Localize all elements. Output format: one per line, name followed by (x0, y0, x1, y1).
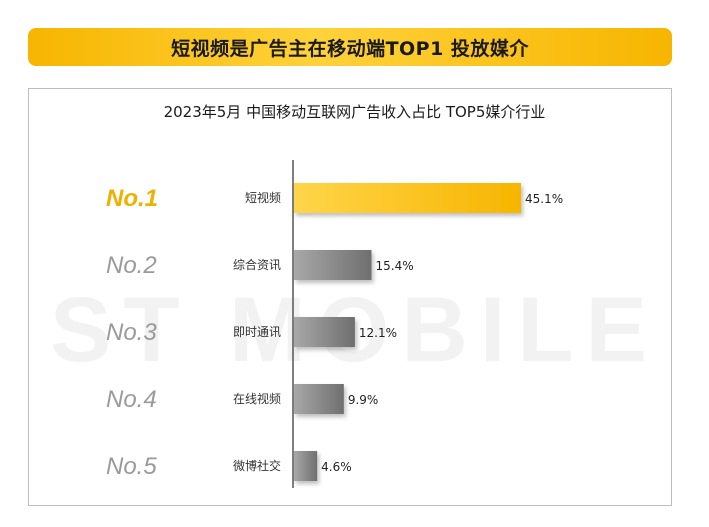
banner-title: 短视频是广告主在移动端TOP1 投放媒介 (171, 37, 529, 60)
category-label: 即时通讯 (233, 325, 281, 339)
value-label: 15.4% (376, 259, 414, 273)
chart-title: 2023年5月 中国移动互联网广告收入占比 TOP5媒介行业 (163, 103, 546, 121)
value-label: 12.1% (359, 326, 397, 340)
category-label: 在线视频 (233, 391, 281, 406)
rank-label: No.3 (106, 319, 157, 346)
bar (294, 451, 318, 481)
rank-label: No.5 (106, 453, 157, 480)
chart-panel (28, 88, 672, 506)
bar (294, 183, 521, 213)
category-label: 短视频 (245, 190, 281, 205)
rank-label: No.2 (106, 252, 157, 279)
value-label: 4.6% (321, 460, 352, 474)
bar (294, 250, 372, 280)
category-label: 微博社交 (233, 458, 281, 473)
rank-label: No.1 (106, 185, 158, 212)
value-label: 9.9% (348, 393, 379, 407)
bar (294, 317, 355, 347)
title-banner: 短视频是广告主在移动端TOP1 投放媒介 (28, 28, 672, 66)
value-label: 45.1% (525, 192, 563, 206)
category-label: 综合资讯 (233, 257, 281, 272)
bar (294, 384, 344, 414)
rank-label: No.4 (106, 386, 157, 413)
